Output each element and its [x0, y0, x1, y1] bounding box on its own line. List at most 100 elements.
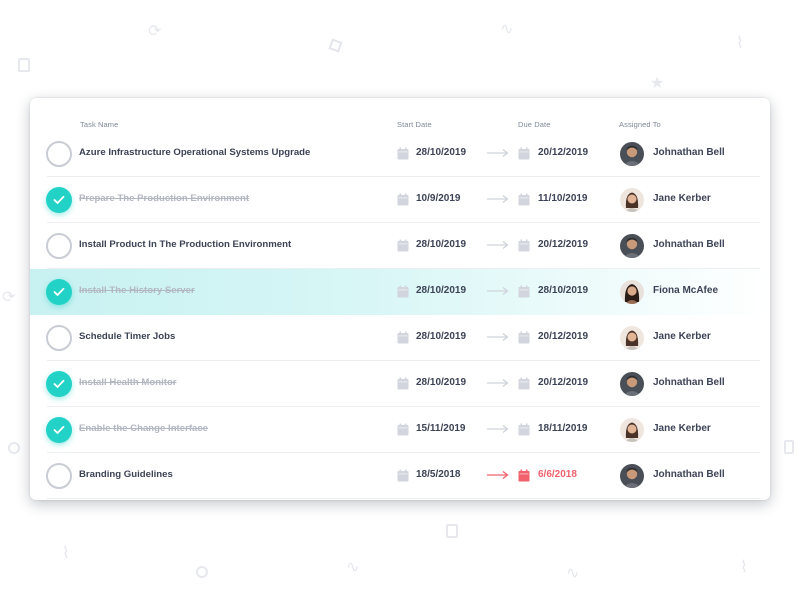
task-name[interactable]: Azure Infrastructure Operational Systems…: [79, 147, 311, 158]
due-date: 11/10/2019: [538, 193, 588, 204]
avatar[interactable]: [620, 234, 644, 258]
assignee-name[interactable]: Johnathan Bell: [653, 469, 725, 480]
squiggle-decoration-icon: ∿: [346, 559, 360, 576]
avatar[interactable]: [620, 280, 644, 304]
row-divider: [47, 222, 760, 223]
task-checkbox[interactable]: [46, 463, 72, 489]
header-due-date[interactable]: Due Date: [518, 120, 551, 129]
table-row[interactable]: Branding Guidelines 18/5/2018 6/6/2018 John…: [30, 453, 770, 499]
task-name[interactable]: Branding Guidelines: [79, 469, 173, 480]
task-checkbox[interactable]: [46, 233, 72, 259]
arrow-right-icon: [487, 470, 509, 480]
assignee-name[interactable]: Johnathan Bell: [653, 147, 725, 158]
task-name[interactable]: Install Health Monitor: [79, 377, 177, 388]
row-divider: [47, 268, 760, 269]
due-date: 20/12/2019: [538, 147, 589, 158]
calendar-icon: [397, 423, 409, 436]
arrow-right-icon: [487, 240, 509, 250]
ring-decoration-icon: [8, 442, 20, 454]
square-decoration-icon: [328, 38, 343, 53]
header-start-date[interactable]: Start Date: [397, 120, 432, 129]
assignee-name[interactable]: Johnathan Bell: [653, 377, 725, 388]
calendar-icon: [518, 423, 530, 436]
due-date: 20/12/2019: [538, 377, 589, 388]
avatar[interactable]: [620, 326, 644, 350]
task-name[interactable]: Prepare The Production Environment: [79, 193, 250, 204]
start-date: 28/10/2019: [416, 239, 467, 250]
arrow-right-icon: [487, 332, 509, 342]
row-divider: [47, 452, 760, 453]
table-row[interactable]: Azure Infrastructure Operational Systems…: [30, 131, 770, 177]
calendar-icon: [518, 147, 530, 160]
calendar-icon: [518, 377, 530, 390]
task-checkbox[interactable]: [46, 279, 72, 305]
assignee-name[interactable]: Jane Kerber: [653, 193, 711, 204]
arrow-right-icon: [487, 424, 509, 434]
table-header: Task Name Start Date Due Date Assigned T…: [30, 120, 770, 132]
start-date: 18/5/2018: [416, 469, 461, 480]
header-task-name[interactable]: Task Name: [80, 120, 119, 129]
calendar-icon: [518, 469, 530, 482]
due-date: 20/12/2019: [538, 239, 589, 250]
squiggle-decoration-icon: ∿: [500, 21, 514, 38]
row-divider: [47, 498, 760, 499]
start-date: 15/11/2019: [416, 423, 466, 434]
table-row[interactable]: Prepare The Production Environment 10/9/2…: [30, 177, 770, 223]
row-divider: [47, 360, 760, 361]
zigzag-decoration-icon: ⌇: [62, 545, 70, 562]
checkmark-icon: [53, 379, 65, 388]
start-date: 28/10/2019: [416, 377, 467, 388]
task-checkbox[interactable]: [46, 141, 72, 167]
task-name[interactable]: Enable the Change Interface: [79, 423, 209, 434]
assignee-name[interactable]: Jane Kerber: [653, 423, 711, 434]
due-date: 20/12/2019: [538, 331, 589, 342]
task-name[interactable]: Install The History Server: [79, 285, 195, 296]
start-date: 28/10/2019: [416, 147, 467, 158]
avatar[interactable]: [620, 464, 644, 488]
ring-decoration-icon: [196, 566, 208, 578]
task-table: Task Name Start Date Due Date Assigned T…: [30, 98, 770, 500]
task-checkbox[interactable]: [46, 187, 72, 213]
arrow-right-icon: [487, 148, 509, 158]
star-decoration-icon: ★: [650, 75, 665, 92]
assignee-name[interactable]: Fiona McAfee: [653, 285, 719, 296]
calendar-icon: [397, 377, 409, 390]
task-name[interactable]: Install Product In The Production Enviro…: [79, 239, 292, 250]
task-name[interactable]: Schedule Timer Jobs: [79, 331, 176, 342]
cards-decoration-icon: [784, 440, 794, 454]
arrow-right-icon: [487, 378, 509, 388]
calendar-icon: [518, 193, 530, 206]
assignee-name[interactable]: Johnathan Bell: [653, 239, 725, 250]
row-divider: [47, 176, 760, 177]
assignee-name[interactable]: Jane Kerber: [653, 331, 711, 342]
avatar[interactable]: [620, 418, 644, 442]
checkmark-icon: [53, 425, 65, 434]
start-date: 10/9/2019: [416, 193, 461, 204]
avatar[interactable]: [620, 372, 644, 396]
row-divider: [47, 406, 760, 407]
avatar[interactable]: [620, 142, 644, 166]
table-row[interactable]: Install Product In The Production Enviro…: [30, 223, 770, 269]
due-date: 6/6/2018: [538, 469, 577, 480]
start-date: 28/10/2019: [416, 285, 467, 296]
avatar[interactable]: [620, 188, 644, 212]
calendar-icon: [518, 285, 530, 298]
swirl-decoration-icon: ⟳: [148, 23, 162, 40]
table-row[interactable]: Enable the Change Interface 15/11/2019 18/…: [30, 407, 770, 453]
due-date: 28/10/2019: [538, 285, 589, 296]
table-row[interactable]: Install The History Server 28/10/2019 28/1…: [30, 269, 770, 315]
squiggle-decoration-icon: ∿: [566, 565, 580, 582]
table-row[interactable]: Schedule Timer Jobs 28/10/2019 20/12/2019 J…: [30, 315, 770, 361]
due-date: 18/11/2019: [538, 423, 588, 434]
zigzag-decoration-icon: ⌇: [736, 35, 744, 52]
table-row[interactable]: Install Health Monitor 28/10/2019 20/12/20…: [30, 361, 770, 407]
cards-decoration-icon: [446, 524, 458, 538]
arrow-right-icon: [487, 286, 509, 296]
task-checkbox[interactable]: [46, 325, 72, 351]
checkmark-icon: [53, 287, 65, 296]
task-checkbox[interactable]: [46, 417, 72, 443]
header-assigned-to[interactable]: Assigned To: [619, 120, 661, 129]
calendar-icon: [518, 239, 530, 252]
start-date: 28/10/2019: [416, 331, 467, 342]
task-checkbox[interactable]: [46, 371, 72, 397]
